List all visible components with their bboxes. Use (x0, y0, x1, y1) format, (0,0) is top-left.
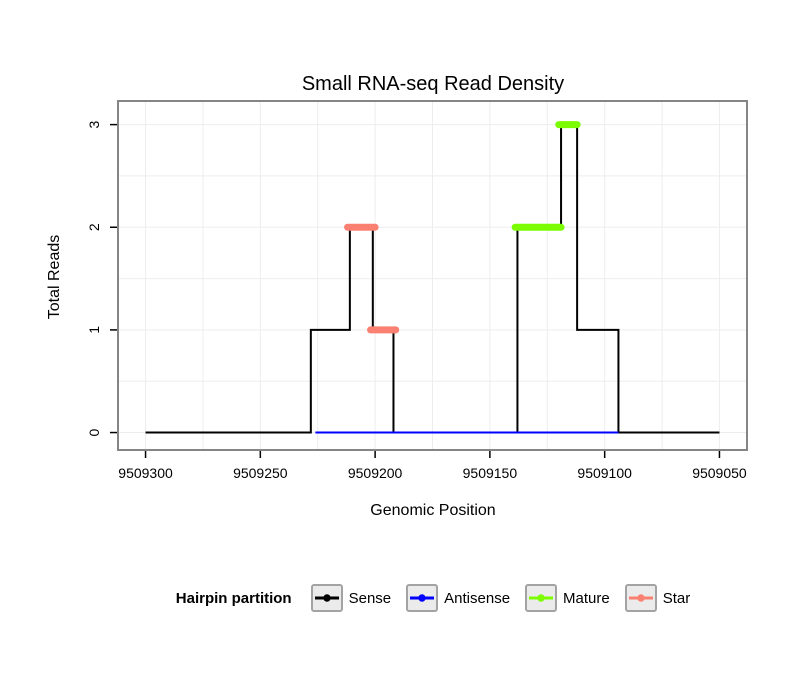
line-with-point-icon (410, 594, 435, 602)
x-axis-label: Genomic Position (370, 502, 496, 519)
y-tick-label: 3 (86, 121, 102, 129)
y-axis-label: Total Reads (46, 234, 63, 320)
y-tick-label: 1 (86, 326, 102, 334)
line-with-point-icon (628, 594, 653, 602)
legend-item-mature: Mature (525, 584, 610, 612)
legend-key-mature (525, 584, 558, 612)
legend-item-antisense: Antisense (406, 584, 510, 612)
y-tick-label: 0 (86, 428, 102, 436)
legend-title: Hairpin partition (175, 589, 292, 607)
chart-title: Small RNA-seq Read Density (301, 73, 565, 95)
x-tick-label: 9509200 (348, 465, 403, 481)
legend-label-sense: Sense (348, 589, 392, 607)
legend-label-mature: Mature (563, 589, 610, 607)
line-with-point-icon (529, 594, 554, 602)
legend-label-antisense: Antisense (444, 589, 511, 607)
legend-key-antisense (406, 584, 439, 612)
chart-svg: 9509300 9509250 9509200 9509150 9509100 95090… (86, 100, 748, 481)
y-tick-label: 2 (86, 223, 102, 231)
line-with-point-icon (314, 594, 339, 602)
legend-item-sense: Sense (310, 584, 392, 612)
legend-label-star: Star (662, 589, 691, 607)
x-tick-label: 9509300 (118, 465, 173, 481)
legend-key-star (624, 584, 657, 612)
x-tick-label: 9509150 (463, 465, 518, 481)
x-tick-label: 9509250 (233, 465, 288, 481)
legend-key-sense (310, 584, 343, 612)
x-tick-label: 9509050 (692, 465, 747, 481)
plot-frame (117, 100, 748, 451)
legend: Hairpin partition Sense Antisense (88, 581, 778, 615)
legend-item-star: Star (624, 584, 691, 612)
x-tick-label: 9509100 (577, 465, 632, 481)
